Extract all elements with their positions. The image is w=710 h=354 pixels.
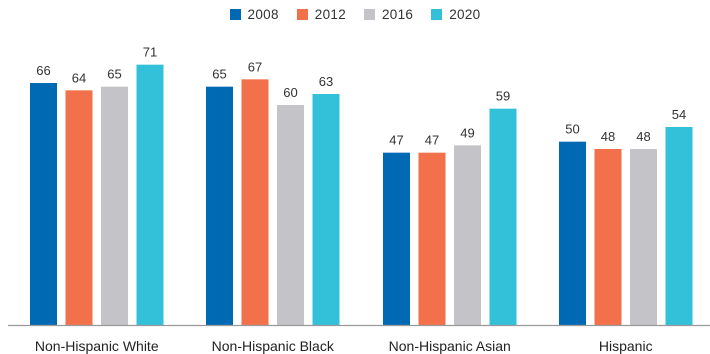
legend-item-2016: 2016 (364, 4, 413, 24)
data-label: 50 (565, 122, 579, 137)
data-label: 47 (425, 133, 439, 148)
legend-swatch (296, 8, 308, 20)
bar-group: 66 64 65 71 Non-Hispanic White (30, 45, 164, 354)
legend-swatch (229, 8, 241, 20)
bar (277, 105, 304, 325)
bar-group: 50 48 48 54 Hispanic (559, 107, 693, 354)
data-label: 48 (636, 129, 650, 144)
bar (136, 64, 164, 326)
bar (559, 141, 586, 325)
data-label: 59 (496, 89, 510, 104)
data-label: 67 (248, 59, 262, 74)
data-label: 65 (212, 67, 226, 82)
legend-label: 2020 (449, 6, 481, 22)
category-label: Non-Hispanic White (35, 338, 159, 354)
legend-item-2008: 2008 (229, 4, 279, 24)
bar (65, 90, 93, 325)
data-label: 47 (389, 133, 403, 148)
data-label: 66 (36, 63, 50, 78)
legend-label: 2016 (382, 6, 414, 22)
legend-swatch (364, 8, 375, 20)
bar (418, 152, 446, 325)
legend-swatch (431, 8, 443, 20)
bar-group: 65 67 60 63 Non-Hispanic Black (206, 59, 340, 354)
legend-label: 2012 (314, 6, 346, 22)
legend-item-2020: 2020 (431, 4, 480, 24)
data-label: 49 (460, 125, 474, 140)
data-label: 64 (72, 70, 86, 85)
legend-item-2012: 2012 (296, 4, 346, 24)
data-label: 65 (107, 67, 121, 82)
bar-group: 47 47 49 59 Non-Hispanic Asian (383, 89, 517, 354)
bar (454, 145, 481, 325)
chart-legend: 2008 2012 2016 2020 (0, 4, 710, 24)
bar (665, 127, 693, 325)
bar (312, 94, 340, 325)
bar (101, 86, 128, 326)
category-label: Non-Hispanic Black (212, 338, 335, 354)
bar (383, 152, 410, 325)
data-label: 54 (672, 107, 686, 122)
bar (630, 149, 657, 325)
data-label: 60 (283, 85, 297, 100)
data-label: 71 (143, 45, 157, 60)
bar (594, 149, 622, 325)
legend-label: 2008 (247, 6, 279, 22)
bar (30, 83, 57, 325)
category-label: Hispanic (599, 338, 653, 354)
category-label: Non-Hispanic Asian (389, 338, 511, 354)
bar (206, 86, 233, 326)
bar (489, 108, 517, 326)
data-label: 48 (601, 129, 615, 144)
data-label: 63 (319, 74, 333, 89)
bar (241, 79, 269, 325)
